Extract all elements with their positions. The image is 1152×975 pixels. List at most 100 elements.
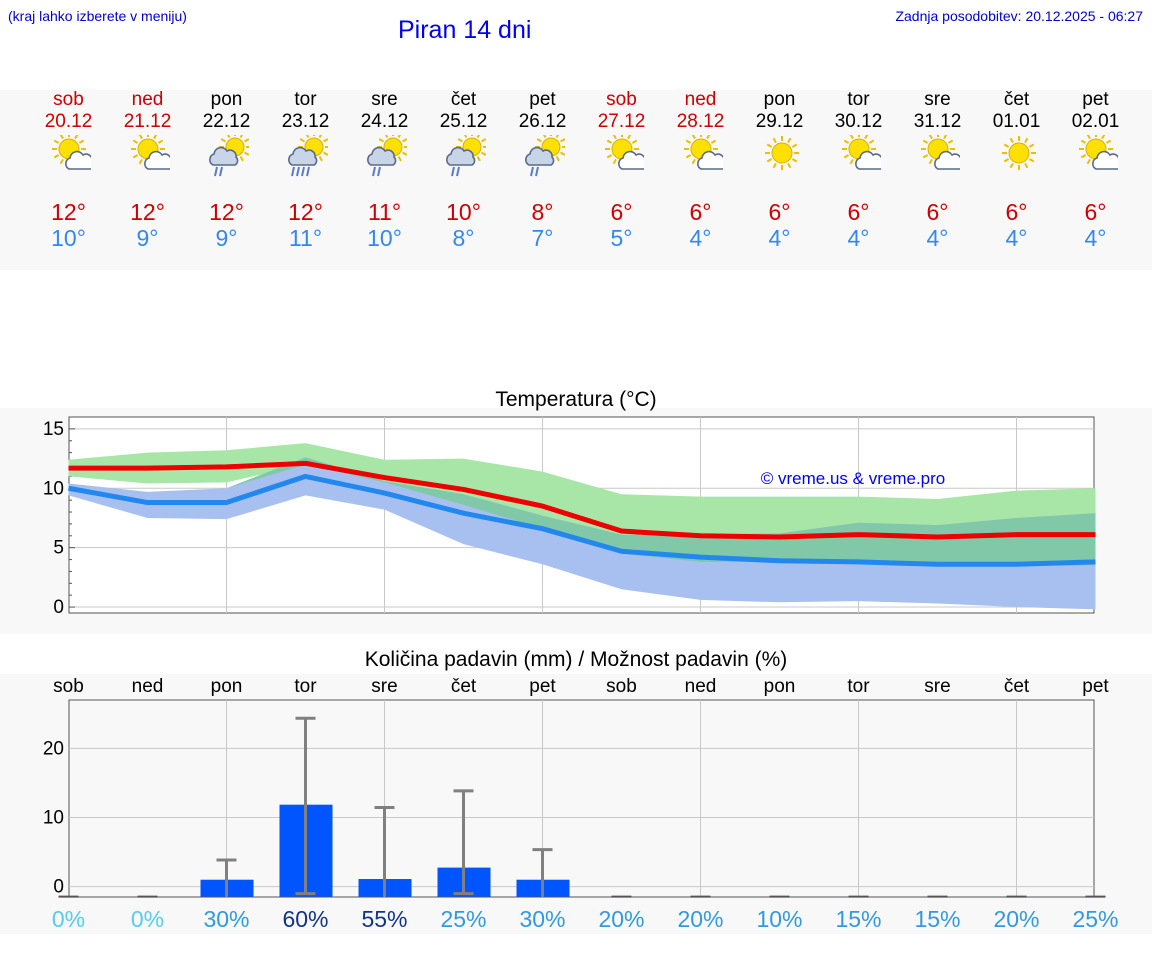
min-temperature: 4° (689, 225, 712, 251)
day-name: čet (1003, 89, 1030, 110)
max-temperature: 8° (531, 199, 554, 225)
max-temperature-line (68, 460, 1096, 540)
day-name: ned (684, 89, 717, 110)
day-name: sre (924, 89, 951, 110)
sun-cloud-rain-icon (524, 131, 567, 179)
x-category-label: sob (53, 676, 84, 697)
y-tick-label: 10 (43, 478, 64, 499)
precipitation-probability: 15% (914, 906, 960, 932)
y-tick-label: 10 (43, 808, 64, 829)
precipitation-probability: 60% (282, 906, 328, 932)
day-name: pet (529, 89, 556, 110)
day-date: 29.12 (755, 111, 804, 132)
min-temperature: 5° (610, 225, 633, 251)
y-tick-label: 0 (53, 877, 64, 898)
day-name: sre (371, 89, 398, 110)
sun-cloud-heavy-rain-icon (287, 131, 330, 179)
day-name: ned (131, 89, 164, 110)
x-category-label: čet (1004, 676, 1030, 697)
precipitation-chart-title: Količina padavin (mm) / Možnost padavin … (364, 648, 788, 671)
day-date: 27.12 (597, 111, 646, 132)
x-category-label: sre (924, 676, 950, 697)
min-temperature: 9° (136, 225, 159, 251)
day-date: 31.12 (913, 111, 962, 132)
max-temperature: 6° (610, 199, 633, 225)
temperature-chart-title: Temperatura (°C) (495, 388, 657, 411)
precipitation-probability: 20% (993, 906, 1039, 932)
y-tick-label: 5 (53, 538, 64, 559)
sun-cloud-icon (841, 132, 884, 179)
x-category-label: čet (451, 676, 477, 697)
day-name: čet (450, 89, 477, 110)
min-temperature: 4° (768, 225, 791, 251)
day-name: pon (210, 89, 243, 110)
day-name: tor (294, 89, 317, 110)
max-temperature: 12° (130, 199, 165, 225)
sun-cloud-rain-icon (208, 131, 251, 179)
sun-cloud-icon (130, 132, 173, 179)
last-updated: Zadnja posodobitev: 20.12.2025 - 06:27 (895, 8, 1143, 24)
day-date: 24.12 (360, 111, 409, 132)
day-date: 28.12 (676, 111, 725, 132)
x-category-label: ned (132, 676, 164, 697)
max-temperature: 12° (209, 199, 244, 225)
precipitation-chart: sob ned pon tor sre čet pet sob ned pon tor sre čet p… (43, 676, 1119, 932)
max-temperature: 12° (288, 199, 323, 225)
precipitation-probability: 0% (131, 906, 164, 932)
precipitation-probability: 55% (361, 906, 407, 932)
min-temperature: 4° (847, 225, 870, 251)
page-title: Piran 14 dni (398, 16, 532, 44)
day-date: 25.12 (439, 111, 488, 132)
precipitation-probability: 30% (519, 906, 565, 932)
sun-cloud-icon (683, 132, 726, 179)
min-temperature: 7° (531, 225, 554, 251)
sun-cloud-icon (920, 132, 963, 179)
forecast-strip (0, 90, 1152, 270)
min-temperature: 4° (926, 225, 949, 251)
day-date: 26.12 (518, 111, 567, 132)
precipitation-probability: 20% (598, 906, 644, 932)
day-name: pon (763, 89, 796, 110)
range-overlap (68, 457, 1096, 566)
x-category-label: pet (529, 676, 556, 697)
x-category-label: sob (606, 676, 637, 697)
min-temperature: 11° (288, 225, 323, 251)
day-date: 02.01 (1071, 111, 1120, 132)
day-name: pet (1082, 89, 1109, 110)
min-temperature: 9° (215, 225, 238, 251)
max-temperature: 6° (1005, 199, 1028, 225)
x-category-label: tor (294, 676, 317, 697)
min-temperature: 10° (51, 225, 86, 251)
x-category-label: pon (211, 676, 243, 697)
precipitation-plot-area (68, 699, 1095, 898)
y-tick-label: 15 (43, 419, 64, 440)
day-date: 21.12 (123, 111, 172, 132)
max-temperature: 6° (689, 199, 712, 225)
min-temperature: 4° (1005, 225, 1028, 251)
sun-icon (762, 135, 802, 179)
location-hint: (kraj lahko izberete v meniju) (8, 8, 187, 24)
sun-cloud-rain-icon (366, 131, 409, 179)
day-date: 22.12 (202, 111, 251, 132)
day-date: 20.12 (44, 111, 93, 132)
max-temperature: 12° (51, 199, 86, 225)
min-temperature: 10° (367, 225, 402, 251)
watermark: © vreme.us & vreme.pro (761, 469, 945, 488)
y-tick-label: 0 (53, 597, 64, 618)
max-temperature: 10° (446, 199, 481, 225)
sun-icon (999, 135, 1039, 179)
day-name: sob (606, 89, 637, 110)
x-category-label: pon (764, 676, 796, 697)
precipitation-probability: 10% (756, 906, 802, 932)
day-date: 23.12 (281, 111, 330, 132)
x-category-label: sre (371, 676, 397, 697)
sun-cloud-icon (1078, 132, 1121, 179)
day-date: 01.01 (992, 111, 1041, 132)
day-name: sob (53, 89, 84, 110)
day-name: tor (847, 89, 870, 110)
temperature-chart: 0 5 10 15 © vreme.us & vreme.pro (43, 416, 1096, 618)
min-temperature: 8° (452, 225, 475, 251)
precipitation-probability: 25% (440, 906, 486, 932)
precipitation-probability: 20% (677, 906, 723, 932)
precipitation-probability: 25% (1072, 906, 1118, 932)
